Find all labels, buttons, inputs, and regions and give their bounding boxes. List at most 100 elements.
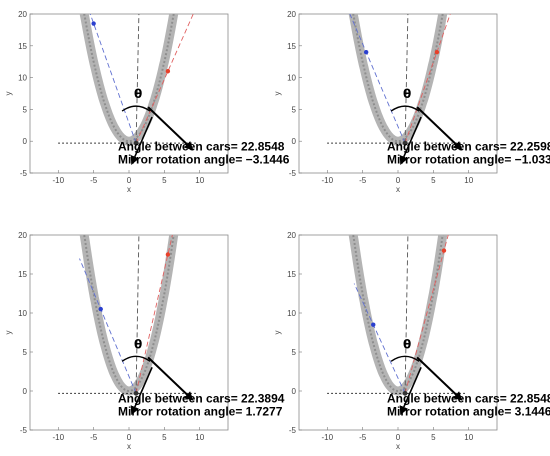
plot-content [58, 235, 197, 396]
x-tick-label: -5 [359, 176, 367, 185]
y-tick-label: 20 [287, 10, 296, 19]
mirror-point-marker [402, 140, 408, 146]
mirror-rotation-angle-label: Mirror rotation angle= −1.0333 [387, 153, 550, 167]
chart-panel-bottom-right: -5 0 5 10 15 20 -10 -5 0 5 10 x y θ Angle between cars… [273, 231, 550, 451]
y-tick-label: 0 [23, 387, 28, 396]
x-tick-label: 10 [464, 433, 473, 442]
chart-panel-top-right: -5 0 5 10 15 20 -10 -5 0 5 10 x y θ Angle between cars… [273, 10, 550, 194]
x-tick-label: 5 [431, 176, 436, 185]
x-tick-label: -10 [322, 433, 334, 442]
y-tick-label: 15 [287, 42, 296, 51]
plot-content [327, 235, 466, 396]
blue-car-line [353, 283, 406, 394]
plot-content [58, 14, 197, 146]
mirror-rotation-angle-label: Mirror rotation angle= 1.7277 [118, 405, 283, 419]
annotation-arrow-secondary [130, 116, 153, 165]
angle-between-cars-label: Angle between cars= 22.8548 [118, 140, 285, 154]
x-axis-label: x [127, 185, 131, 194]
y-tick-label: 10 [287, 74, 296, 83]
y-axis-label: y [4, 331, 13, 335]
annotation-arrow [416, 106, 463, 151]
red-car-line [404, 235, 449, 394]
red-car-marker [165, 252, 171, 257]
theta-symbol: θ [134, 87, 142, 101]
x-tick-label: 5 [162, 176, 167, 185]
x-tick-label: -10 [53, 433, 65, 442]
red-car-line [135, 14, 194, 144]
x-tick-label: 0 [396, 433, 401, 442]
red-car-marker [165, 69, 171, 74]
y-tick-label: 0 [292, 137, 297, 146]
mirror-rotation-angle-label: Mirror rotation angle= 3.1446 [387, 405, 550, 419]
mirror-parabola-texture [352, 14, 444, 143]
x-tick-label: 5 [431, 433, 436, 442]
mirror-point-marker [402, 390, 408, 396]
normal-axis-line [135, 14, 140, 144]
angle-arc [121, 355, 151, 362]
normal-axis-line [404, 235, 409, 394]
theta-symbol: θ [403, 87, 411, 101]
x-tick-label: 10 [195, 176, 204, 185]
angle-arc [390, 105, 420, 112]
x-tick-label: 0 [127, 433, 132, 442]
y-tick-label: 0 [23, 137, 28, 146]
x-axis-label: x [396, 185, 400, 194]
blue-car-line [349, 14, 406, 144]
x-tick-label: 0 [396, 176, 401, 185]
y-tick-label: 20 [18, 231, 27, 240]
angle-arc [121, 105, 151, 112]
y-tick-label: 5 [23, 348, 28, 357]
theta-symbol: θ [134, 337, 142, 351]
theta-symbol: θ [403, 337, 411, 351]
mirror-point-marker [133, 140, 139, 146]
x-axis-label: x [127, 442, 131, 451]
annotation-arrow-secondary [399, 367, 422, 416]
x-tick-label: 5 [162, 433, 167, 442]
y-axis-label: y [273, 331, 282, 335]
y-tick-label: 0 [292, 387, 297, 396]
y-tick-label: 10 [18, 74, 27, 83]
red-car-marker [434, 49, 440, 55]
x-tick-label: -10 [53, 176, 65, 185]
y-tick-label: 15 [18, 42, 27, 51]
angle-between-cars-label: Angle between cars= 22.8548 [387, 392, 550, 406]
angle-arc [390, 355, 420, 362]
plot-area [298, 234, 498, 431]
x-tick-label: 0 [127, 176, 132, 185]
annotation-arrow-secondary [130, 367, 153, 416]
plot-area [29, 13, 229, 174]
x-tick-label: -5 [90, 433, 98, 442]
angle-between-cars-label: Angle between cars= 22.3894 [118, 392, 285, 406]
y-tick-label: 5 [292, 105, 297, 114]
y-tick-label: 20 [18, 10, 27, 19]
normal-axis-line [135, 235, 140, 394]
plot-area [29, 234, 229, 431]
normal-axis-line [404, 14, 409, 144]
y-axis-label: y [273, 92, 282, 96]
y-tick-label: 15 [18, 270, 27, 279]
mirror-point-marker [133, 390, 139, 396]
y-tick-label: 5 [292, 348, 297, 357]
y-axis-label: y [4, 92, 13, 96]
y-tick-label: 5 [23, 105, 28, 114]
red-car-line [404, 14, 451, 144]
y-tick-label: -5 [289, 426, 297, 435]
mirror-parabola-texture [83, 14, 175, 143]
blue-car-line [89, 14, 137, 144]
x-tick-label: -5 [90, 176, 98, 185]
y-tick-label: -5 [289, 169, 297, 178]
mirror-parabola-texture [352, 235, 444, 392]
annotation-arrow [147, 106, 194, 151]
y-tick-label: 10 [287, 309, 296, 318]
x-tick-label: -10 [322, 176, 334, 185]
annotation-arrow [147, 356, 194, 401]
plot-area [298, 13, 498, 174]
angle-between-cars-label: Angle between cars= 22.2598 [387, 140, 550, 154]
mirror-parabola-texture [83, 235, 175, 392]
annotation-arrow-secondary [399, 116, 422, 165]
blue-car-marker [91, 21, 96, 26]
blue-car-line [79, 258, 137, 394]
chart-panel-top-left: -5 0 5 10 15 20 -10 -5 0 5 10 x y θ Angle between cars… [4, 10, 290, 194]
x-axis-label: x [396, 442, 400, 451]
